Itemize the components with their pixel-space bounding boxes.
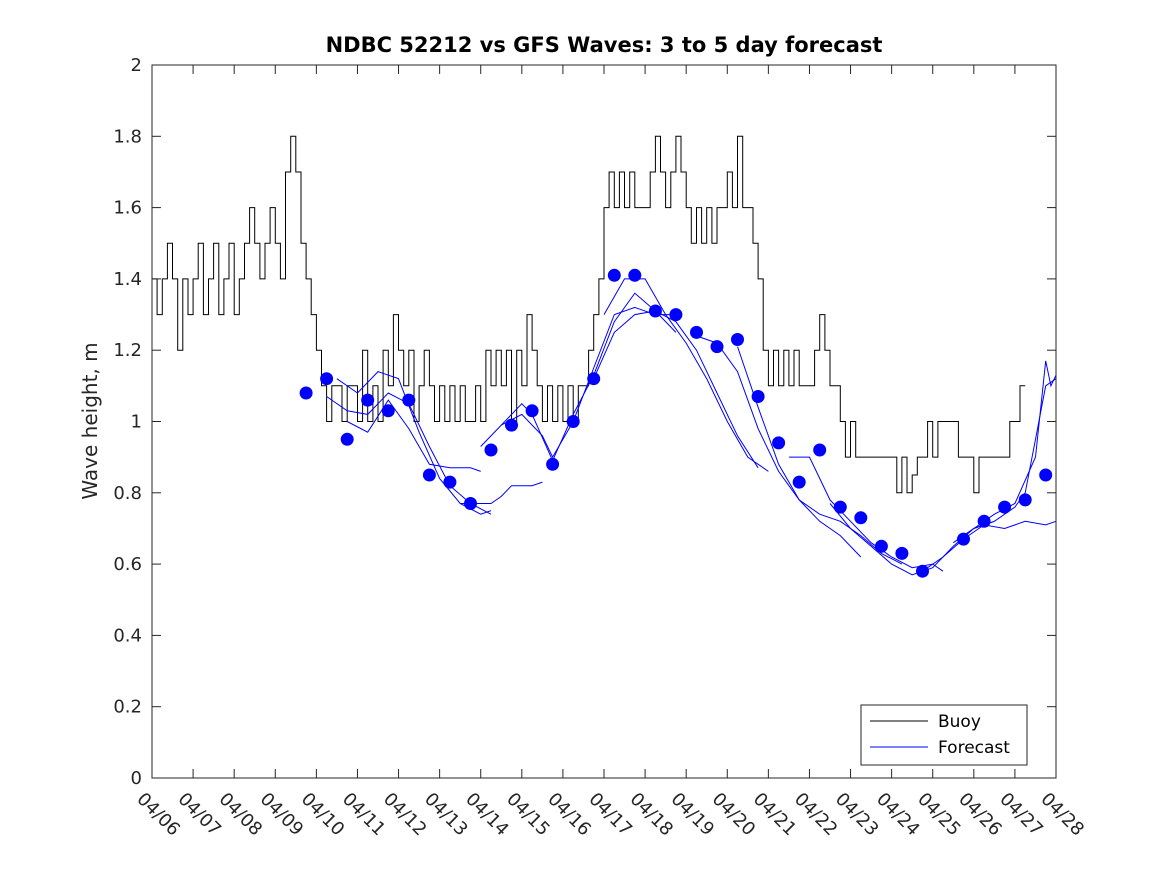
forecast-line-2 (336, 371, 492, 515)
y-tick-label: 0 (131, 768, 142, 789)
forecast-marker-27 (833, 500, 847, 514)
forecast-marker-30 (895, 546, 909, 560)
forecast-marker-4 (361, 393, 375, 407)
forecast-marker-19 (669, 308, 683, 322)
forecast-marker-9 (464, 497, 477, 510)
forecast-marker-36 (1039, 468, 1053, 482)
forecast-marker-11 (505, 418, 518, 432)
y-axis-label: Wave height, m (78, 342, 102, 499)
forecast-marker-23 (751, 390, 765, 403)
y-tick-label: 2 (131, 55, 142, 76)
forecast-marker-29 (874, 539, 888, 553)
forecast-marker-28 (854, 511, 868, 525)
series-layer (152, 135, 1057, 578)
forecast-marker-10 (484, 443, 498, 457)
forecast-marker-17 (628, 268, 642, 282)
forecast-marker-6 (402, 393, 416, 407)
forecast-marker-16 (607, 268, 621, 282)
forecast-marker-1 (299, 386, 313, 400)
forecast-marker-18 (648, 304, 662, 318)
forecast-line-3 (346, 399, 481, 472)
forecast-marker-24 (772, 436, 786, 450)
legend-buoy-label: Buoy (938, 712, 981, 732)
y-tick-label: 0.2 (113, 697, 142, 718)
forecast-marker-14 (566, 415, 580, 428)
forecast-line-13 (922, 520, 1057, 572)
forecast-line-7 (593, 310, 759, 469)
y-tick-label: 1.4 (113, 269, 142, 290)
forecast-marker-34 (998, 500, 1012, 514)
y-tick-label: 1.8 (113, 126, 142, 147)
forecast-marker-35 (1018, 493, 1032, 507)
buoy-line (152, 135, 1026, 494)
y-tick-label: 0.4 (113, 625, 142, 646)
legend-box (860, 704, 1028, 766)
forecast-line-9 (696, 335, 862, 558)
forecast-marker-13 (546, 457, 560, 471)
y-tick-label: 0.8 (113, 483, 142, 504)
forecast-marker-33 (977, 514, 991, 528)
forecast-marker-20 (690, 325, 703, 339)
forecast-marker-12 (525, 404, 539, 418)
forecast-marker-31 (916, 564, 929, 578)
forecast-line-15 (973, 360, 1057, 529)
forecast-marker-25 (792, 475, 806, 489)
legend: Buoy Forecast (860, 704, 1028, 766)
forecast-line-5 (480, 292, 677, 462)
forecast-marker-3 (340, 432, 354, 446)
forecast-marker-7 (422, 468, 436, 482)
plot-area (152, 65, 1056, 778)
forecast-line-11 (788, 456, 944, 572)
forecast-marker-21 (710, 340, 724, 354)
forecast-line-6 (501, 306, 676, 459)
forecast-marker-15 (587, 372, 601, 386)
forecast-line-4 (460, 481, 543, 504)
forecast-marker-26 (813, 443, 827, 457)
y-tick-label: 1.6 (113, 198, 142, 219)
forecast-marker-8 (443, 475, 457, 489)
legend-forecast-label: Forecast (938, 738, 1010, 758)
forecast-marker-22 (731, 333, 744, 346)
y-tick-label: 0.6 (113, 554, 142, 575)
forecast-marker-2 (320, 372, 334, 386)
forecast-marker-5 (381, 404, 395, 418)
forecast-line-10 (737, 346, 903, 565)
forecast-marker-32 (957, 532, 970, 546)
y-tick-label: 1 (131, 412, 142, 433)
chart-title: NDBC 52212 vs GFS Waves: 3 to 5 day fore… (326, 33, 883, 57)
y-tick-label: 1.2 (113, 340, 142, 361)
